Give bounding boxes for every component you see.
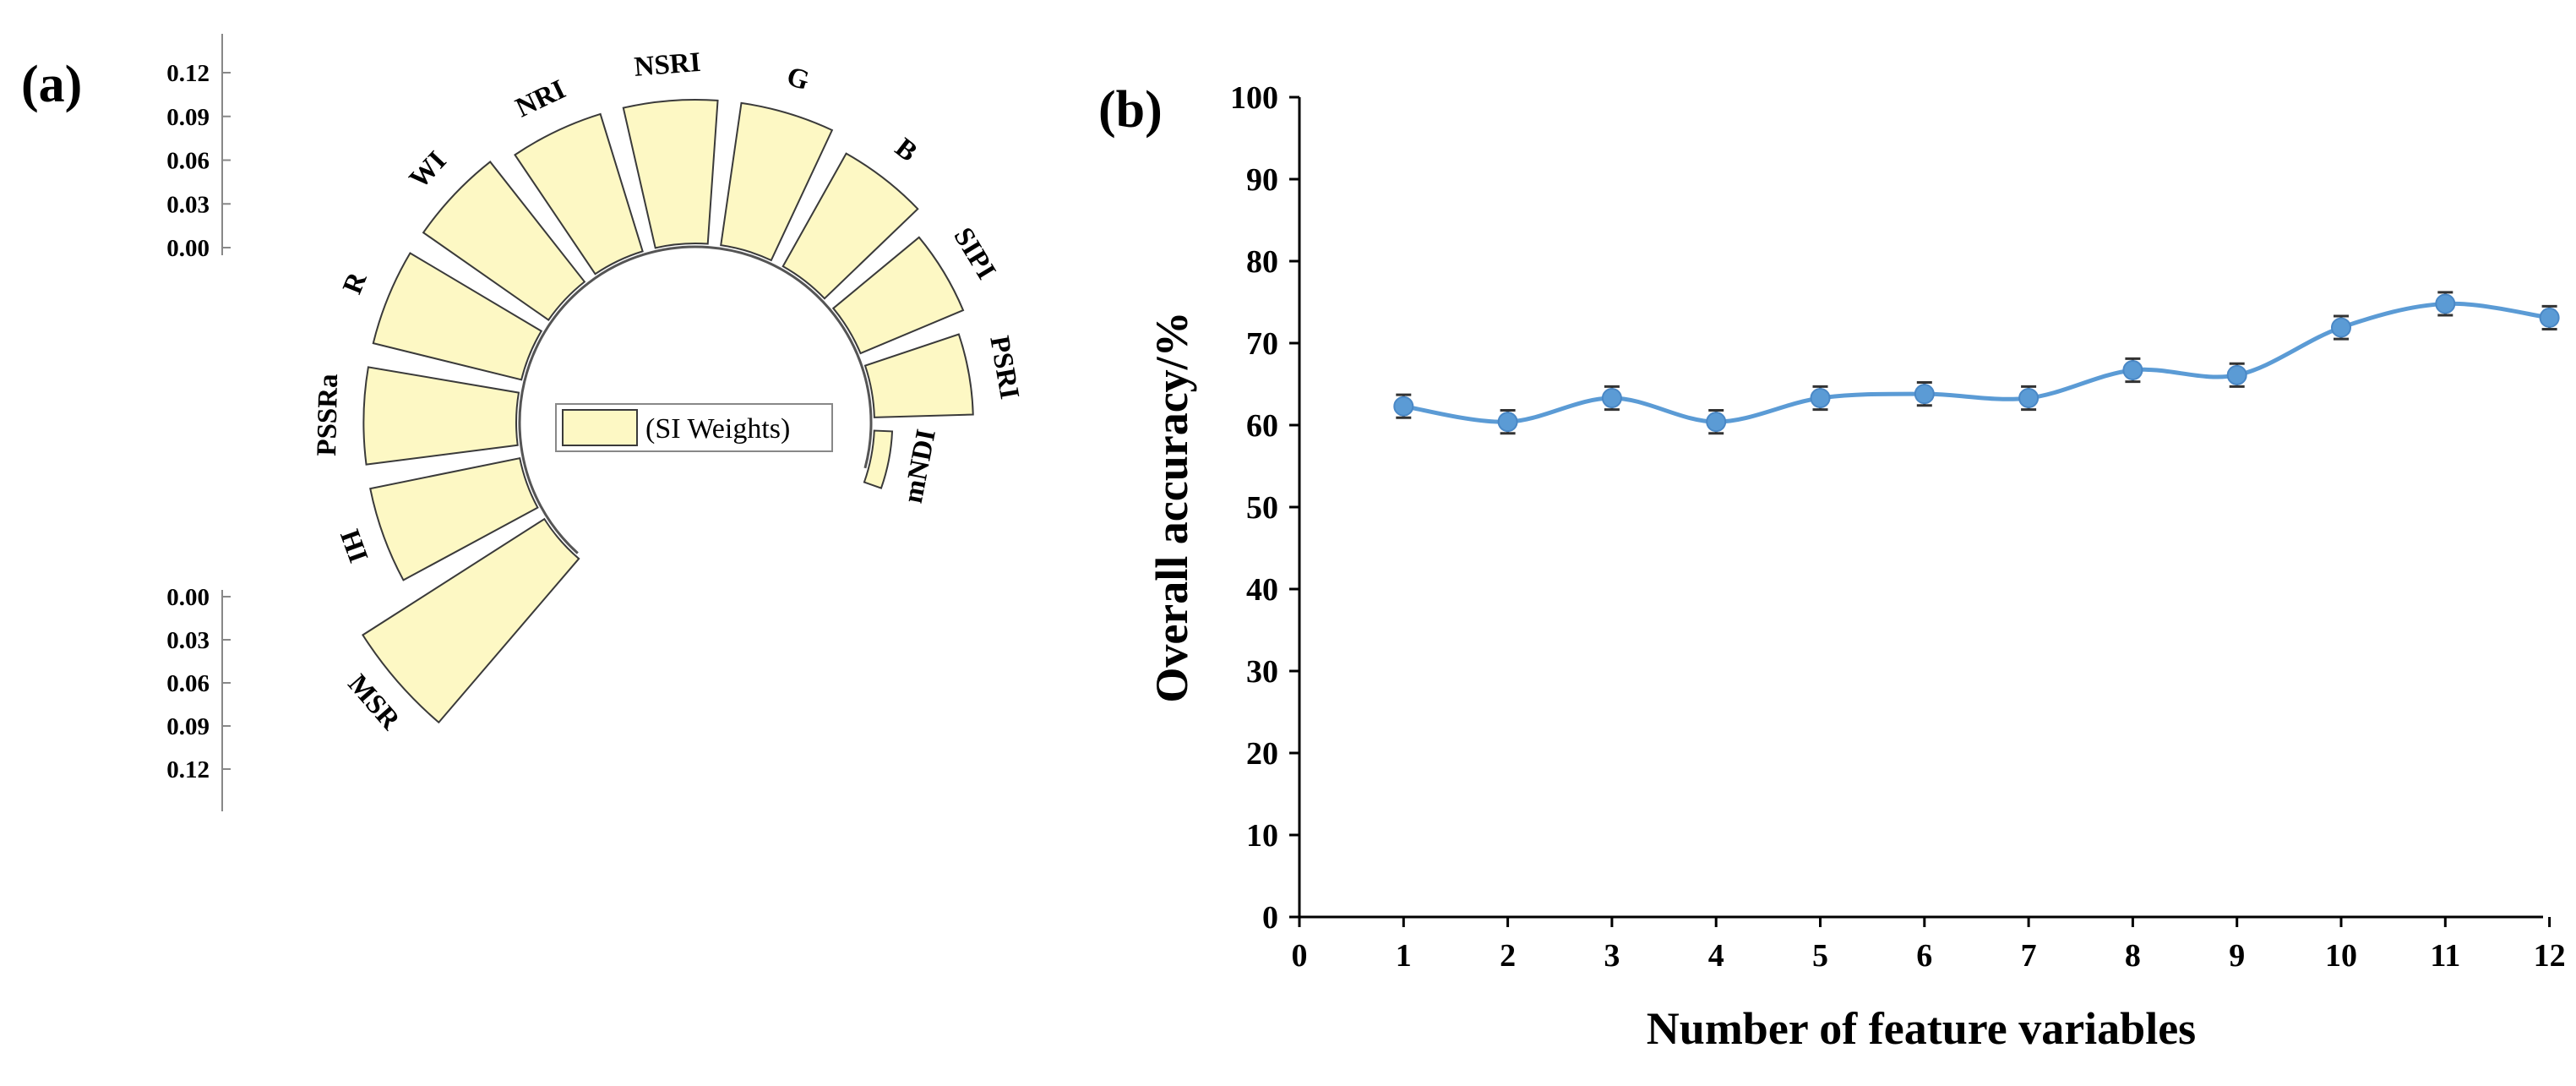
radial-bar-hi — [369, 456, 539, 581]
radial-bar-psri — [863, 333, 974, 418]
bottom-scale-tick-label: 0.00 — [166, 584, 210, 611]
radial-label-sipi: SIPI — [947, 222, 1001, 285]
panel-a-radial-bar-chart: (a) 0.00 0.03 0.06 0.09 0.12 0.00 0.03 0.06 0.09… — [21, 34, 1025, 811]
radial-bar-r — [372, 252, 543, 381]
panel-a-label: (a) — [21, 56, 82, 113]
top-scale-tick-label: 0.12 — [166, 60, 210, 87]
radial-label-nsri: NSRI — [633, 47, 701, 83]
y-tick-label: 50 — [1246, 490, 1278, 526]
radial-label-psri: PSRI — [983, 334, 1025, 401]
x-tick-label: 10 — [2325, 938, 2357, 974]
y-tick-label: 10 — [1246, 818, 1278, 854]
radial-bar-sipi — [831, 236, 965, 355]
radial-label-pssra: PSSRa — [312, 374, 344, 456]
x-tick-label: 1 — [1396, 938, 1412, 974]
panel-b-label: (b) — [1098, 81, 1163, 139]
radial-label-mndi: mNDI — [898, 427, 942, 505]
x-tick-label: 6 — [1916, 938, 1932, 974]
radial-label-nri: NRI — [511, 74, 570, 124]
x-tick-label: 11 — [2430, 938, 2460, 974]
x-tick-label: 4 — [1708, 938, 1724, 974]
top-scale-tick-label: 0.00 — [166, 235, 210, 262]
y-tick-label: 100 — [1230, 80, 1278, 116]
y-tick-label: 70 — [1246, 326, 1278, 362]
y-tick-label: 20 — [1246, 736, 1278, 772]
radial-label-wi: WI — [404, 145, 453, 194]
legend-label: (SI Weights) — [645, 413, 790, 445]
radial-label-hi: HI — [334, 526, 373, 566]
data-point — [1497, 412, 1518, 433]
legend-swatch — [562, 409, 638, 446]
data-point — [1601, 387, 1622, 408]
x-tick-label: 0 — [1292, 938, 1308, 974]
x-tick-label: 12 — [2534, 938, 2566, 974]
x-axis-title: Number of feature variables — [1647, 1003, 2196, 1054]
x-axis-ticks: 0 1 2 3 4 5 6 7 8 9 10 11 12 — [1292, 917, 2566, 974]
top-scale-tick-label: 0.06 — [166, 148, 210, 175]
y-tick-label: 60 — [1246, 408, 1278, 444]
bottom-scale-tick-label: 0.03 — [166, 627, 210, 654]
x-tick-label: 9 — [2229, 938, 2245, 974]
data-markers — [1393, 293, 2560, 433]
radial-bar-pssra — [362, 366, 520, 466]
bottom-scale-tick-label: 0.12 — [166, 756, 210, 783]
radial-label-r: R — [337, 267, 373, 298]
radial-scale-axes: 0.00 0.03 0.06 0.09 0.12 0.00 0.03 0.06 0.09 0.12 — [166, 34, 231, 811]
bottom-scale-tick-label: 0.09 — [166, 713, 210, 740]
data-point — [2435, 293, 2456, 314]
radial-bar-msr — [362, 517, 580, 724]
bottom-scale-tick-label: 0.06 — [166, 670, 210, 697]
radial-bar-nri — [514, 112, 644, 276]
radial-label-g: G — [783, 61, 813, 96]
y-axis-ticks: 0 10 20 30 40 50 60 70 80 90 100 — [1230, 80, 1299, 936]
radial-bar-nsri — [622, 99, 719, 249]
y-tick-label: 40 — [1246, 572, 1278, 608]
x-tick-label: 2 — [1500, 938, 1516, 974]
inner-arc — [518, 245, 873, 554]
data-point — [2226, 364, 2247, 385]
data-point — [2018, 387, 2040, 408]
radial-bar-b — [782, 152, 919, 300]
y-tick-label: 90 — [1246, 162, 1278, 198]
top-scale-tick-label: 0.03 — [166, 191, 210, 218]
data-point — [2331, 317, 2351, 338]
radial-label-b: B — [890, 133, 923, 168]
y-tick-label: 0 — [1262, 900, 1278, 936]
data-point — [2539, 307, 2560, 328]
data-point — [1914, 384, 1935, 405]
y-axis-title: Overall accuracy/% — [1146, 311, 1197, 702]
x-tick-label: 7 — [2021, 938, 2037, 974]
data-point — [1393, 396, 1414, 417]
y-tick-label: 80 — [1246, 244, 1278, 280]
data-point — [1706, 412, 1727, 433]
legend: (SI Weights) — [555, 403, 833, 452]
radial-bars — [362, 99, 974, 724]
radial-bar-g — [720, 101, 834, 262]
x-tick-label: 8 — [2125, 938, 2141, 974]
x-tick-label: 5 — [1812, 938, 1828, 974]
radial-bar-mndi — [863, 429, 894, 489]
top-scale-tick-label: 0.09 — [166, 104, 210, 131]
data-point — [2122, 360, 2143, 381]
series-line — [1402, 301, 2550, 424]
x-tick-label: 3 — [1604, 938, 1620, 974]
radial-bar-wi — [422, 161, 586, 322]
data-point — [1810, 387, 1831, 408]
y-tick-label: 30 — [1246, 654, 1278, 690]
